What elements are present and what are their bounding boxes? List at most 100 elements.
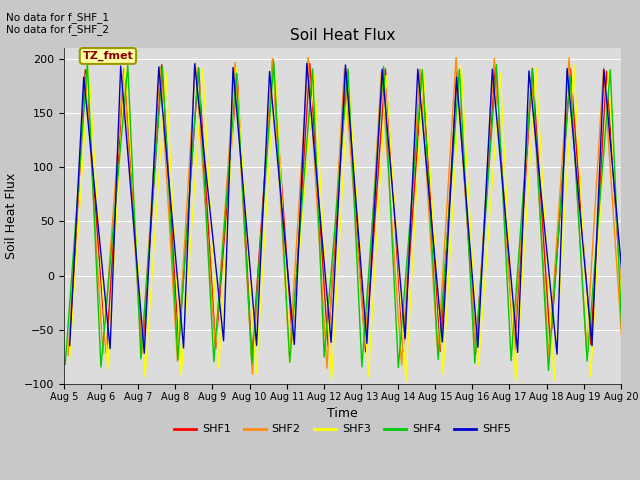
SHF4 (456, 67, 463, 72)
SHF4 (286, 360, 294, 365)
SHF2 (565, 55, 573, 60)
SHF4 (419, 67, 426, 72)
SHF1 (436, 348, 444, 354)
Line: SHF4: SHF4 (65, 62, 640, 371)
SHF1 (362, 349, 369, 355)
Line: SHF2: SHF2 (68, 58, 640, 374)
SHF1 (175, 341, 182, 347)
SHF5 (342, 62, 349, 68)
SHF4 (358, 364, 365, 370)
SHF3 (199, 66, 207, 72)
SHF4 (124, 62, 132, 68)
SHF1 (248, 356, 256, 361)
SHF5 (600, 67, 608, 72)
SHF1 (342, 69, 350, 75)
SHF4 (471, 360, 479, 366)
SHF2 (99, 351, 107, 357)
SHF1 (453, 69, 461, 75)
SHF1 (306, 61, 314, 67)
SHF1 (381, 66, 389, 72)
SHF1 (66, 343, 74, 348)
SHF3 (402, 379, 410, 384)
SHF5 (253, 342, 260, 348)
SHF4 (61, 362, 69, 368)
SHF3 (622, 375, 630, 381)
SHF2 (323, 365, 331, 371)
SHF1 (472, 348, 480, 353)
SHF1 (269, 57, 276, 62)
Legend: SHF1, SHF2, SHF3, SHF4, SHF5: SHF1, SHF2, SHF3, SHF4, SHF5 (170, 420, 515, 439)
SHF5 (327, 339, 335, 345)
SHF2 (600, 65, 607, 71)
SHF5 (488, 66, 496, 72)
SHF2 (156, 63, 164, 69)
SHF2 (416, 66, 424, 72)
SHF3 (570, 61, 578, 67)
SHF2 (231, 60, 239, 65)
SHF4 (195, 65, 202, 71)
SHF5 (563, 66, 571, 72)
SHF2 (191, 60, 199, 66)
SHF1 (587, 341, 595, 347)
SHF3 (122, 62, 129, 68)
SHF2 (269, 56, 276, 61)
SHF4 (248, 361, 255, 367)
SHF5 (401, 336, 409, 341)
SHF1 (511, 347, 518, 353)
SHF5 (191, 61, 198, 67)
SHF5 (625, 343, 632, 349)
SHF2 (120, 66, 127, 72)
SHF5 (638, 72, 640, 78)
SHF4 (380, 64, 387, 70)
SHF3 (497, 71, 504, 76)
SHF2 (340, 66, 348, 72)
SHF5 (588, 343, 596, 348)
SHF3 (365, 374, 372, 380)
SHF4 (435, 356, 442, 362)
SHF1 (212, 346, 220, 351)
SHF4 (620, 362, 627, 368)
SHF4 (607, 67, 614, 72)
SHF5 (80, 74, 88, 80)
SHF3 (104, 366, 111, 372)
SHF4 (566, 73, 574, 79)
SHF2 (545, 354, 553, 360)
SHF2 (472, 351, 480, 357)
SHF1 (81, 67, 89, 72)
SHF3 (85, 67, 93, 72)
SHF4 (529, 66, 536, 72)
SHF2 (527, 73, 535, 79)
Title: Soil Heat Flux: Soil Heat Flux (290, 28, 395, 43)
SHF2 (639, 60, 640, 66)
SHF1 (234, 72, 241, 77)
SHF5 (452, 74, 460, 80)
SHF4 (321, 354, 328, 360)
SHF3 (382, 72, 390, 78)
SHF2 (285, 355, 293, 360)
SHF5 (117, 63, 125, 69)
SHF1 (547, 343, 554, 348)
SHF1 (603, 68, 611, 74)
SHF5 (66, 343, 74, 349)
SHF4 (394, 365, 402, 371)
SHF1 (195, 65, 202, 71)
SHF2 (212, 346, 220, 351)
SHF2 (490, 56, 498, 61)
SHF2 (64, 353, 72, 359)
SHF3 (252, 371, 260, 376)
SHF3 (215, 365, 223, 371)
SHF4 (232, 70, 240, 76)
SHF1 (399, 348, 407, 354)
SHF5 (414, 66, 422, 72)
SHF5 (106, 346, 114, 351)
SHF5 (291, 342, 298, 348)
SHF3 (141, 374, 149, 380)
SHF4 (508, 358, 515, 363)
SHF3 (345, 75, 353, 81)
SHF4 (270, 59, 278, 65)
SHF3 (232, 65, 240, 71)
SHF1 (102, 350, 110, 356)
SHF3 (271, 64, 279, 70)
SHF3 (439, 371, 447, 377)
SHF5 (378, 66, 386, 72)
